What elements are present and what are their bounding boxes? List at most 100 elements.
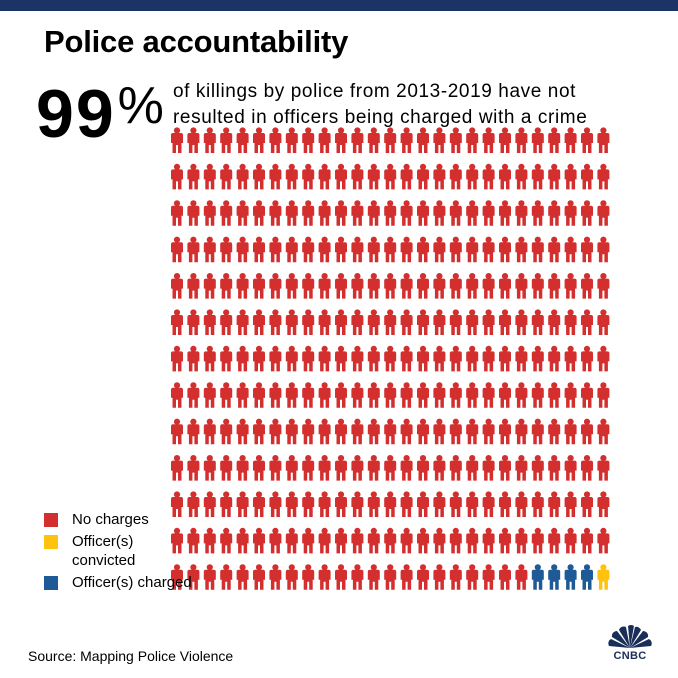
person-icon	[384, 382, 397, 408]
person-icon	[531, 163, 544, 190]
person-icon	[367, 564, 380, 590]
person-icon	[564, 564, 577, 590]
person-icon	[515, 491, 528, 517]
person-icon	[236, 236, 249, 263]
person-icon	[400, 564, 413, 590]
person-icon	[220, 309, 233, 335]
person-icon	[203, 127, 216, 153]
person-icon	[302, 163, 315, 190]
person-icon	[384, 564, 397, 590]
person-icon	[318, 382, 331, 408]
page-title: Police accountability	[44, 24, 349, 59]
person-icon	[236, 491, 249, 517]
person-icon	[531, 273, 544, 299]
person-icon	[433, 309, 446, 335]
person-icon	[318, 309, 331, 335]
person-icon	[482, 127, 495, 153]
person-icon	[367, 382, 380, 408]
person-icon	[597, 382, 610, 408]
person-icon	[531, 127, 544, 153]
person-icon	[482, 273, 495, 299]
person-icon	[367, 418, 380, 445]
person-icon	[171, 273, 183, 299]
person-icon	[466, 200, 479, 226]
person-icon	[285, 564, 298, 590]
person-icon	[449, 382, 462, 408]
person-icon	[400, 163, 413, 190]
person-icon	[171, 527, 183, 554]
person-icon	[466, 345, 479, 372]
person-icon	[187, 564, 200, 590]
person-icon	[564, 200, 577, 226]
person-icon	[302, 345, 315, 372]
person-icon	[482, 382, 495, 408]
person-icon	[581, 418, 593, 445]
logo-text: CNBC	[613, 650, 647, 662]
person-icon	[400, 345, 413, 372]
person-icon	[482, 345, 495, 372]
person-icon	[581, 163, 593, 190]
person-icon	[466, 382, 479, 408]
person-icon	[318, 163, 331, 190]
person-icon	[384, 236, 397, 263]
person-icon	[318, 491, 331, 517]
person-icon	[564, 345, 577, 372]
person-icon	[433, 163, 446, 190]
person-icon	[171, 309, 183, 335]
person-icon	[384, 309, 397, 335]
legend-swatch-convicted	[44, 535, 58, 549]
person-icon	[335, 200, 347, 226]
person-icon	[449, 418, 462, 445]
person-icon	[236, 418, 249, 445]
person-icon	[351, 491, 364, 517]
person-icon	[285, 455, 298, 481]
person-icon	[335, 491, 347, 517]
person-icon	[187, 382, 200, 408]
person-icon	[203, 236, 216, 263]
person-icon	[203, 309, 216, 335]
person-icon	[367, 527, 380, 554]
person-icon	[597, 236, 610, 263]
legend-label-no-charges: No charges	[72, 511, 149, 528]
person-icon	[335, 163, 347, 190]
person-icon	[253, 455, 265, 481]
person-icon	[548, 455, 561, 481]
person-icon	[564, 273, 577, 299]
person-icon	[417, 455, 429, 481]
person-icon	[548, 273, 561, 299]
person-icon	[400, 236, 413, 263]
person-icon	[548, 163, 561, 190]
person-icon	[581, 527, 593, 554]
person-icon	[302, 382, 315, 408]
person-icon	[597, 309, 610, 335]
person-icon	[171, 455, 183, 481]
person-icon	[236, 382, 249, 408]
person-icon	[220, 127, 233, 153]
person-icon	[171, 236, 183, 263]
person-icon	[581, 127, 593, 153]
person-icon	[449, 273, 462, 299]
person-icon	[171, 127, 183, 153]
person-icon	[187, 127, 200, 153]
person-icon	[351, 273, 364, 299]
person-icon	[302, 273, 315, 299]
person-icon	[335, 527, 347, 554]
person-icon	[499, 491, 511, 517]
person-icon	[302, 127, 315, 153]
person-icon	[449, 236, 462, 263]
person-icon	[515, 200, 528, 226]
person-icon	[417, 236, 429, 263]
person-icon	[417, 200, 429, 226]
person-icon	[449, 527, 462, 554]
person-icon	[531, 491, 544, 517]
person-icon	[335, 309, 347, 335]
person-icon	[417, 309, 429, 335]
person-icon	[564, 309, 577, 335]
person-icon	[564, 236, 577, 263]
person-icon	[187, 345, 200, 372]
person-icon	[515, 564, 528, 590]
person-icon	[384, 491, 397, 517]
person-icon	[302, 564, 315, 590]
person-icon	[417, 418, 429, 445]
